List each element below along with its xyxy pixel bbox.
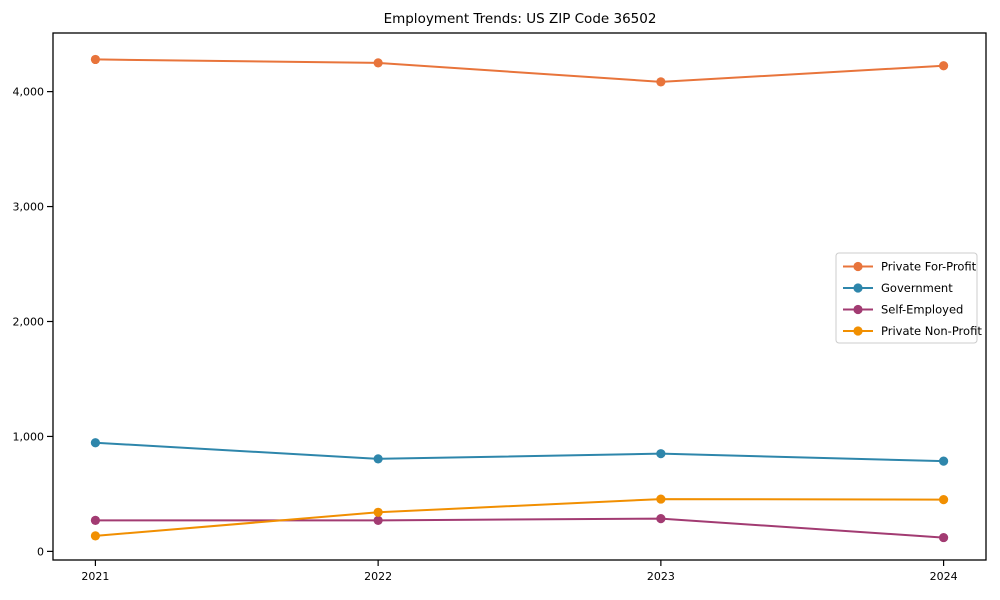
- data-point-private-non-profit: [90, 531, 101, 541]
- data-point-private-non-profit: [373, 507, 383, 517]
- y-axis-tick-label: 2,000: [13, 315, 45, 328]
- legend-label: Private For-Profit: [881, 260, 977, 274]
- data-point-private-non-profit: [938, 495, 949, 505]
- data-point-private-for-profit: [938, 61, 949, 71]
- series-line-private-non-profit: [94, 498, 945, 537]
- data-point-private-for-profit: [373, 58, 383, 68]
- plot-frame: [52, 32, 987, 561]
- x-axis-tick-label: 2022: [364, 570, 392, 583]
- legend-label: Private Non-Profit: [881, 324, 982, 338]
- plot-area: 0 1,000 2,000 3,000 4,000 2021 2022 2023 2024: [13, 32, 987, 583]
- legend-swatch-marker: [853, 326, 863, 336]
- legend-box: [835, 252, 978, 344]
- data-point-government: [938, 456, 949, 466]
- data-point-self-employed: [90, 515, 101, 525]
- legend-swatch-marker: [853, 261, 863, 272]
- legend-entry-private-non-profit: Private Non-Profit: [843, 324, 982, 338]
- y-axis-tick-label: 3,000: [13, 201, 45, 214]
- legend-entry-private-for-profit: Private For-Profit: [843, 260, 977, 274]
- data-point-government: [373, 454, 383, 464]
- data-point-self-employed: [656, 514, 666, 524]
- legend: Private For-Profit Government Self-Employe…: [835, 252, 982, 344]
- series-line-private-for-profit: [94, 58, 945, 83]
- chart-title: Employment Trends: US ZIP Code 36502: [384, 11, 657, 27]
- data-point-self-employed: [938, 532, 949, 543]
- data-point-private-non-profit: [656, 494, 666, 504]
- y-axis-tick-label: 1,000: [13, 430, 45, 443]
- data-point-government: [656, 449, 666, 459]
- legend-label: Self-Employed: [881, 303, 963, 317]
- legend-entry-government: Government: [843, 281, 953, 295]
- series-line-self-employed: [94, 517, 945, 539]
- x-axis-tick-label: 2024: [930, 570, 958, 583]
- y-axis-tick-label: 4,000: [13, 86, 45, 99]
- y-axis-tick-label: 0: [37, 545, 44, 558]
- series-line-government: [94, 441, 945, 463]
- data-point-private-for-profit: [90, 54, 101, 65]
- data-point-self-employed: [373, 515, 383, 525]
- legend-label: Government: [881, 281, 953, 295]
- legend-swatch-marker: [853, 283, 863, 293]
- data-point-government: [90, 438, 101, 448]
- legend-entry-self-employed: Self-Employed: [843, 303, 963, 317]
- x-axis-tick-label: 2021: [81, 570, 109, 583]
- data-point-private-for-profit: [656, 77, 666, 87]
- legend-swatch-marker: [853, 304, 863, 315]
- x-axis-tick-label: 2023: [647, 570, 675, 583]
